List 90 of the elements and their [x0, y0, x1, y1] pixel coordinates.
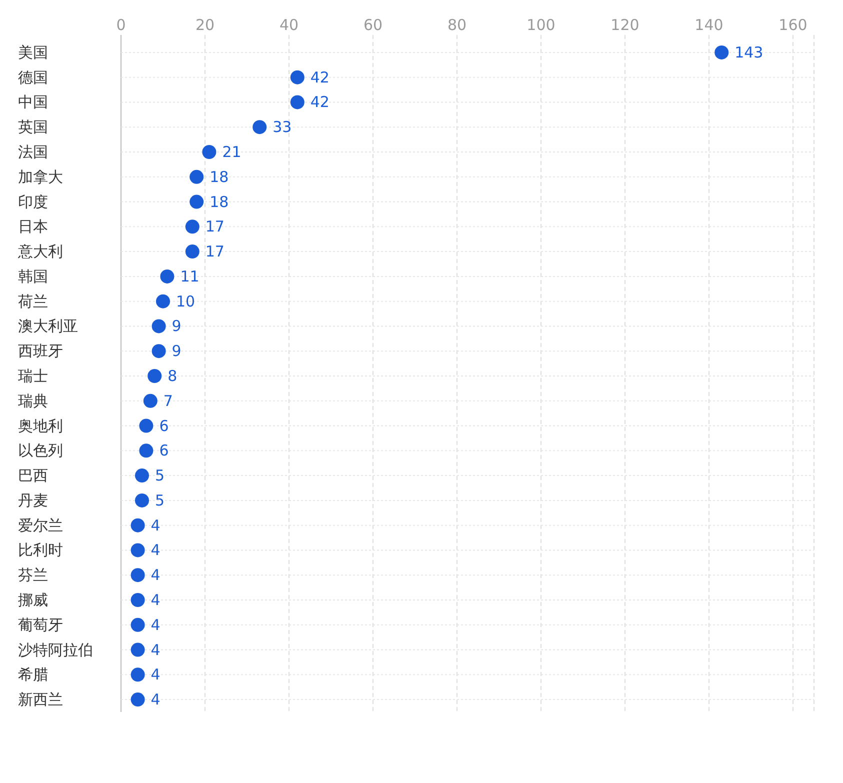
point: [130, 618, 145, 632]
data-label: 10: [176, 292, 196, 310]
point: [190, 194, 204, 209]
point: [202, 145, 216, 159]
data-label: 42: [310, 68, 330, 86]
point: [190, 170, 204, 184]
data-label: 4: [150, 616, 160, 634]
x-tick-label: 140: [694, 16, 724, 34]
point: [130, 642, 145, 657]
x-tick-label: 160: [778, 16, 808, 34]
point: [130, 568, 145, 582]
y-tick-label: 以色列: [18, 442, 63, 460]
point: [252, 120, 267, 134]
data-label: 4: [150, 516, 160, 534]
x-tick-label: 60: [363, 16, 383, 34]
x-tick-label: 20: [195, 16, 215, 34]
data-label: 4: [150, 541, 160, 560]
data-label: 4: [150, 640, 160, 659]
y-tick-label: 奥地利: [18, 416, 63, 435]
point: [130, 692, 145, 707]
y-tick-label: 爱尔兰: [18, 516, 63, 534]
data-label: 33: [272, 118, 292, 136]
data-label: 5: [155, 466, 165, 485]
point: [152, 319, 166, 334]
point: [185, 244, 200, 259]
data-label: 18: [210, 192, 229, 211]
point: [714, 45, 729, 60]
data-label: 5: [155, 491, 165, 510]
y-tick-label: 沙特阿拉伯: [18, 640, 93, 659]
x-tick-label: 40: [279, 16, 299, 34]
y-tick-label: 丹麦: [18, 491, 48, 510]
point: [135, 493, 149, 508]
y-tick-label: 韩国: [18, 267, 48, 286]
point: [139, 444, 154, 458]
data-label: 17: [205, 218, 224, 236]
x-tick-label: 100: [526, 16, 556, 34]
data-label: 11: [180, 267, 200, 286]
data-label: 18: [210, 168, 229, 186]
x-tick-label: 120: [610, 16, 640, 34]
point: [185, 220, 200, 234]
y-tick-label: 美国: [18, 43, 48, 62]
y-tick-label: 新西兰: [18, 690, 63, 709]
point: [130, 593, 145, 607]
y-tick-label: 巴西: [18, 466, 48, 485]
y-tick-label: 加拿大: [18, 168, 63, 186]
y-tick-label: 法国: [18, 143, 48, 161]
data-label: 21: [222, 143, 242, 161]
y-tick-label: 葡萄牙: [18, 616, 63, 634]
point: [156, 294, 170, 308]
data-label: 4: [150, 666, 160, 684]
data-label: 4: [150, 566, 160, 584]
data-label: 9: [172, 317, 182, 336]
point: [152, 344, 166, 358]
y-tick-label: 中国: [18, 93, 48, 112]
y-tick-label: 希腊: [18, 666, 48, 684]
data-label: 6: [159, 442, 169, 460]
data-label: 4: [150, 591, 160, 609]
point: [148, 369, 162, 383]
point: [130, 543, 145, 558]
point: [139, 418, 154, 433]
point: [143, 394, 158, 408]
y-tick-label: 英国: [18, 118, 48, 136]
data-label: 4: [150, 690, 160, 709]
y-tick-label: 芬兰: [18, 566, 48, 584]
x-tick-label: 0: [116, 16, 126, 34]
data-label: 42: [310, 93, 330, 112]
data-label: 7: [163, 392, 173, 410]
point: [160, 269, 174, 284]
data-label: 143: [734, 43, 764, 62]
data-label: 8: [168, 367, 178, 385]
y-tick-label: 挪威: [18, 591, 48, 609]
point: [290, 70, 304, 84]
y-tick-label: 日本: [18, 218, 48, 236]
y-tick-label: 荷兰: [18, 292, 48, 310]
y-tick-label: 意大利: [17, 242, 63, 261]
point: [130, 668, 145, 682]
data-label: 9: [172, 342, 182, 360]
y-tick-label: 比利时: [18, 541, 63, 560]
y-tick-label: 印度: [18, 192, 48, 211]
y-tick-label: 瑞典: [18, 392, 48, 410]
point: [130, 518, 145, 532]
data-label: 6: [159, 416, 169, 435]
point: [135, 468, 149, 483]
y-tick-label: 瑞士: [18, 367, 48, 385]
y-tick-label: 澳大利亚: [18, 317, 78, 336]
x-tick-label: 80: [447, 16, 467, 34]
point: [290, 95, 304, 110]
y-tick-label: 德国: [18, 68, 48, 86]
y-tick-label: 西班牙: [18, 342, 63, 360]
data-label: 17: [205, 242, 224, 261]
